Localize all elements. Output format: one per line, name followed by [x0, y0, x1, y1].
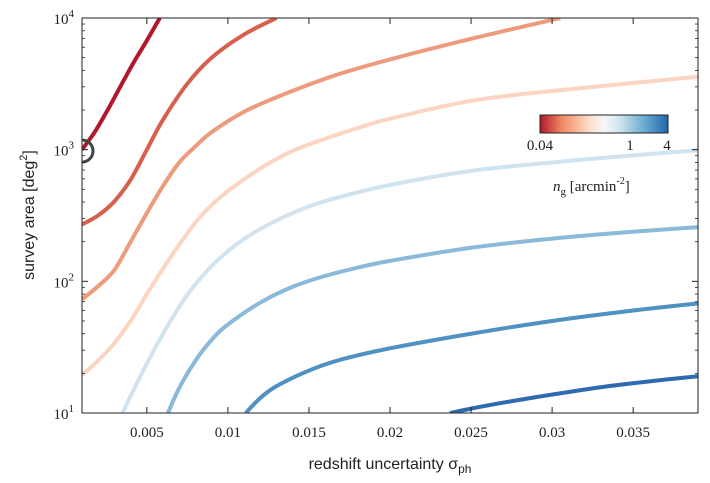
x-axis-title: redshift uncertainty σph	[309, 456, 472, 476]
x-tick-label: 0.01	[215, 425, 241, 441]
x-tick-label: 0.03	[539, 425, 565, 441]
series-line-1	[82, 18, 162, 151]
x-tick-label: 0.035	[616, 425, 650, 441]
colorbar-gradient	[539, 114, 669, 134]
y-axis-title: survey area [deg2]	[18, 150, 38, 280]
x-tick-label: 0.005	[130, 425, 164, 441]
series-line-6	[166, 225, 698, 413]
series-line-2	[82, 18, 278, 227]
colorbar-tick-label: 1	[626, 138, 634, 154]
x-axis: 0.005 0.01 0.015 0.02 0.025 0.03 0.035	[130, 18, 650, 441]
y-tick-label: 102	[54, 271, 75, 291]
colorbar-label: ng [arcmin-2]	[553, 176, 630, 198]
series-line-5	[120, 148, 698, 413]
series-line-4	[82, 74, 698, 377]
plot-frame	[81, 17, 699, 414]
y-tick-label: 104	[54, 8, 75, 28]
colorbar: 0.04 1 4 ng [arcmin-2]	[527, 114, 671, 198]
x-tick-label: 0.015	[292, 425, 326, 441]
series-line-3	[82, 18, 561, 301]
y-tick-label: 103	[54, 140, 75, 160]
y-tick-label: 101	[54, 403, 75, 423]
series-line-7	[244, 301, 698, 413]
colorbar-tick-label: 4	[663, 138, 671, 154]
edge-semicircle-marker	[81, 138, 95, 164]
y-axis: 101 102 103 104	[54, 8, 698, 423]
x-tick-label: 0.025	[454, 425, 488, 441]
colorbar-tick-label: 0.04	[527, 138, 554, 154]
chart-marks	[82, 18, 698, 413]
series-line-8	[449, 374, 698, 413]
x-tick-label: 0.02	[377, 425, 403, 441]
